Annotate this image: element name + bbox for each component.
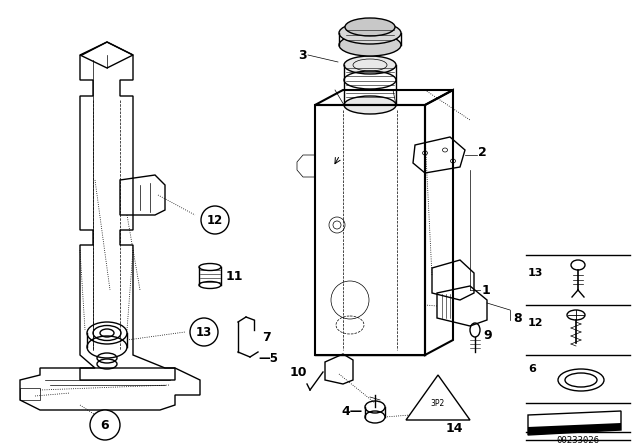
Text: 8: 8 [513,311,522,324]
Ellipse shape [344,96,396,114]
Text: 3: 3 [298,48,307,61]
Ellipse shape [339,22,401,44]
Text: 2: 2 [478,146,487,159]
Text: 6: 6 [528,364,536,374]
Text: 13: 13 [528,268,543,278]
Text: 3P2: 3P2 [431,399,445,408]
Text: 11: 11 [226,270,243,283]
Text: 4—: 4— [342,405,363,418]
Ellipse shape [345,18,395,36]
Text: 1: 1 [482,284,491,297]
Circle shape [201,206,229,234]
Text: 13: 13 [196,326,212,339]
Text: 6: 6 [100,418,109,431]
Polygon shape [528,423,621,435]
Text: 14: 14 [446,422,463,435]
Text: 10: 10 [289,366,307,379]
Text: 00233026: 00233026 [557,435,600,444]
Ellipse shape [344,56,396,74]
Text: 12: 12 [207,214,223,227]
Ellipse shape [339,34,401,56]
Circle shape [90,410,120,440]
Circle shape [190,318,218,346]
Text: —5: —5 [258,352,278,365]
Text: 9: 9 [483,328,492,341]
Text: 7: 7 [262,331,271,344]
Text: 12: 12 [528,318,543,328]
